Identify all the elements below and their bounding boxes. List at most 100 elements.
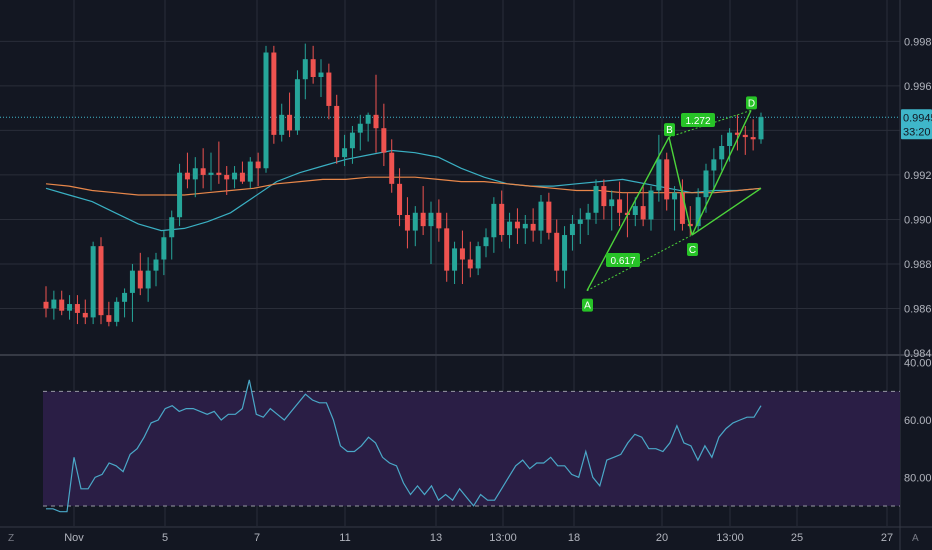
rsi-band-fill — [43, 391, 900, 506]
candle-body — [397, 183, 403, 215]
candle-body — [129, 270, 135, 293]
candle-body — [569, 223, 575, 236]
candle-body — [302, 59, 308, 80]
candle-body — [239, 172, 245, 182]
candle-body — [491, 203, 497, 238]
candle-body — [232, 172, 238, 180]
candle-body — [373, 114, 379, 129]
pattern-point-label: B — [666, 125, 673, 136]
candle-body — [153, 259, 159, 271]
candle-body — [184, 172, 190, 180]
candle-body — [67, 304, 73, 311]
candle-body — [475, 246, 481, 269]
candle-body — [648, 190, 654, 220]
pattern-leg — [691, 110, 752, 236]
axes: Nov 5 7 11 13 13:00 18 20 13:00 25 27 0.99800 0.9960… — [8, 36, 932, 544]
candle-body — [114, 301, 120, 322]
price-axis-label: 0.98800 — [904, 259, 932, 271]
candle-body — [428, 212, 434, 227]
current-price-tag — [901, 109, 932, 140]
candle-body — [522, 223, 528, 229]
candle-body — [530, 223, 536, 231]
candle-body — [577, 219, 583, 224]
candle-body — [703, 170, 709, 198]
price-axis-label: 0.99200 — [904, 170, 932, 182]
candle-body — [514, 221, 520, 229]
time-axis-label: 13 — [430, 532, 442, 544]
candle-body — [420, 212, 426, 227]
candle-body — [216, 172, 222, 175]
candle-body — [334, 105, 340, 158]
rsi-axis-label: 60.00 — [904, 415, 932, 427]
abcd-pattern[interactable]: A B C D 0.617 1.272 — [582, 96, 762, 312]
candle-body — [122, 292, 128, 302]
timezone-button: Z — [8, 533, 14, 544]
candle-body — [499, 203, 505, 236]
candle-body — [263, 52, 269, 169]
candle-body — [679, 192, 685, 224]
auto-scale-button: A — [912, 533, 919, 544]
candle-body — [452, 248, 458, 271]
candle-body — [342, 148, 348, 158]
candle-body — [719, 146, 725, 160]
candle-body — [247, 161, 253, 182]
candle-body — [169, 217, 175, 238]
candle-body — [161, 237, 167, 260]
candle-body — [381, 128, 387, 153]
candle-body — [255, 161, 261, 169]
time-axis-label: 27 — [881, 532, 893, 544]
candle-body — [287, 114, 293, 131]
candle-body — [43, 301, 49, 309]
pattern-point-B-box — [664, 123, 675, 137]
pattern-ratio-box — [681, 113, 715, 127]
candle-body — [632, 206, 638, 215]
candle-body — [664, 159, 670, 200]
pattern-point-label: C — [689, 245, 696, 256]
time-axis-label: 18 — [568, 532, 580, 544]
candle-body — [271, 52, 277, 135]
candle-body — [467, 259, 473, 269]
candle-body — [483, 237, 489, 247]
current-price-label: 0.99459 — [903, 112, 932, 124]
candle-body — [224, 174, 230, 180]
price-axis-label: 0.99600 — [904, 81, 932, 93]
pattern-ratio-label: 0.617 — [610, 256, 635, 267]
candle-body — [326, 72, 332, 106]
candle-body — [279, 114, 285, 135]
pattern-leg — [668, 136, 693, 236]
candle-body — [98, 246, 104, 316]
candle-body — [357, 123, 363, 133]
candle-body — [294, 79, 300, 131]
candle-body — [554, 232, 560, 271]
pattern-leg — [691, 187, 762, 236]
time-axis-label: 5 — [162, 532, 168, 544]
bar-countdown-label: 33:20 — [903, 126, 931, 138]
moving-averages — [45, 149, 762, 232]
candle-body — [145, 270, 151, 289]
candle-body — [365, 114, 371, 124]
candle-body — [82, 312, 88, 318]
candle-body — [562, 235, 568, 271]
rsi-axis-label: 40.00 — [904, 358, 932, 370]
candle-body — [727, 132, 733, 146]
rsi-band — [43, 390, 900, 507]
candle-body — [672, 192, 678, 200]
candle-body — [310, 59, 316, 77]
candle-body — [318, 72, 324, 77]
time-axis-label: 13:00 — [489, 532, 517, 544]
candle-body — [51, 299, 57, 309]
rsi-axis-label: 80.00 — [904, 472, 932, 484]
candle-body — [412, 212, 418, 231]
candle-body — [192, 168, 198, 180]
time-axis-label: 20 — [656, 532, 668, 544]
candle-body — [208, 172, 214, 175]
candle-body — [200, 168, 206, 175]
candle-body — [90, 246, 96, 318]
price-axis-label: 0.99800 — [904, 36, 932, 48]
pattern-point-D-box — [746, 96, 757, 110]
candle-body — [538, 201, 544, 231]
candle-body — [444, 228, 450, 271]
candle-body — [74, 304, 80, 313]
pattern-ratio-label: 1.272 — [685, 116, 710, 127]
